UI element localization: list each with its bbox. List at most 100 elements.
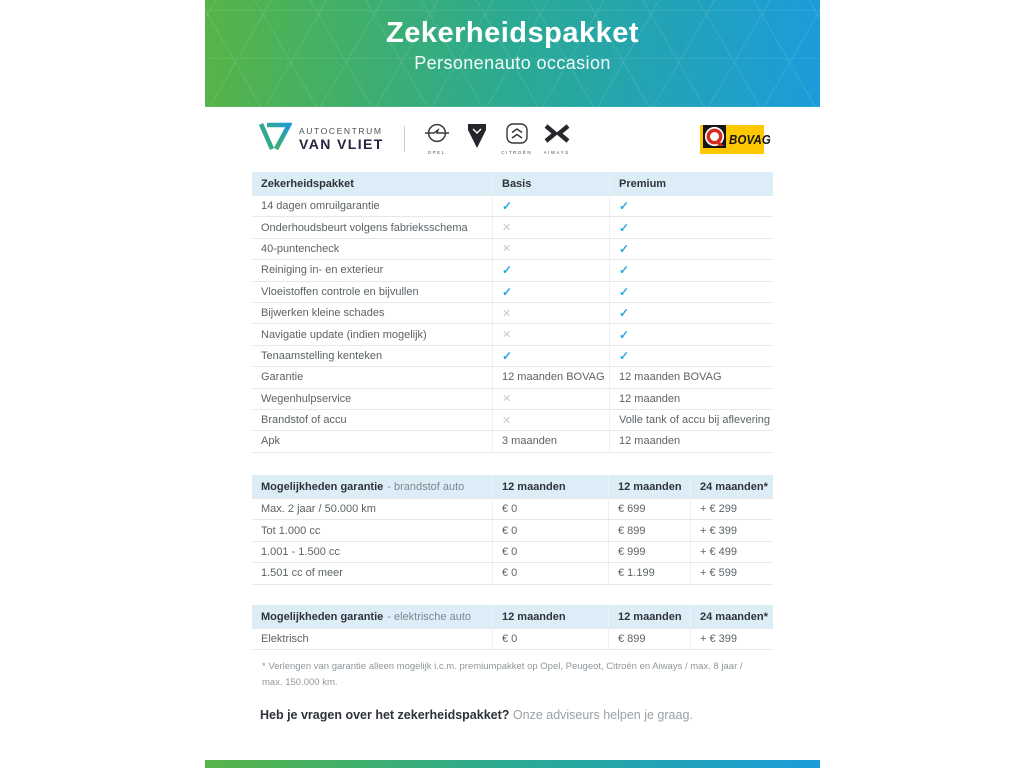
cell-value: 12 maanden BOVAG xyxy=(492,367,609,388)
cell-value: ✓ xyxy=(609,217,773,238)
table-row: 40-puntencheck ✕ ✓ xyxy=(252,238,773,261)
bovag-icon xyxy=(703,125,726,153)
check-icon: ✓ xyxy=(619,327,630,342)
table-row: 14 dagen omruilgarantie ✓ ✓ xyxy=(252,196,773,218)
section-subtitle: - elektrische auto xyxy=(387,610,472,623)
cross-icon: ✕ xyxy=(502,414,512,427)
cell-value: ✓ xyxy=(609,302,773,324)
cell-value: € 0 xyxy=(492,520,608,541)
cell-label: 14 dagen omruilgarantie xyxy=(261,200,380,213)
cell-value: € 0 xyxy=(492,541,608,563)
cell-value: 24 maanden* xyxy=(690,605,773,628)
table-row: 1.501 cc of meer € 0 € 1.199 + € 599 xyxy=(252,563,773,585)
cell-label: Garantie xyxy=(261,371,304,384)
table-row: Tot 1.000 cc € 0 € 899 + € 399 xyxy=(252,520,773,542)
cell-value: 12 maanden xyxy=(608,475,690,498)
cell-label: Navigatie update (indien mogelijk) xyxy=(261,328,427,341)
page-title: Zekerheidspakket xyxy=(385,17,639,49)
table-row: Wegenhulpservice ✕ 12 maanden xyxy=(252,388,773,410)
cell-label: Brandstof of accu xyxy=(261,414,347,427)
cell-value: ✓ xyxy=(609,345,773,367)
check-icon: ✓ xyxy=(619,284,630,299)
brand-opel: OPEL xyxy=(422,123,452,155)
cell-label: Reiniging in- en exterieur xyxy=(261,264,384,277)
dealer-name: AUTOCENTRUM VAN VLIET xyxy=(299,126,384,152)
check-icon: ✓ xyxy=(619,220,630,235)
section-title: Mogelijkheden garantie xyxy=(261,480,384,493)
check-icon: ✓ xyxy=(619,241,630,256)
aiways-caption: AIWAYS xyxy=(543,150,570,155)
cell-value: + € 499 xyxy=(690,541,773,563)
cell-value: € 0 xyxy=(492,499,608,520)
table-row: Apk 3 maanden 12 maanden xyxy=(252,431,773,453)
van-vliet-v7-icon xyxy=(258,121,293,157)
cell-value: Basis xyxy=(492,172,609,195)
section-subtitle: - brandstof auto xyxy=(387,480,465,493)
cell-value: ✕ xyxy=(492,238,609,260)
brand-peugeot xyxy=(462,123,492,155)
cell-value: € 999 xyxy=(608,541,690,563)
cell-label: Zekerheidspakket xyxy=(261,177,354,190)
header-banner: Zekerheidspakket Personenauto occasion xyxy=(205,0,820,107)
cell-value: ✕ xyxy=(492,324,609,345)
cell-value: ✓ xyxy=(609,196,773,217)
cell-value: 12 maanden xyxy=(608,605,690,628)
cell-value: 3 maanden xyxy=(492,431,609,452)
cell-value: + € 299 xyxy=(690,499,773,520)
brand-bar: AUTOCENTRUM VAN VLIET OPEL xyxy=(258,119,771,159)
cell-label: 1.001 - 1.500 cc xyxy=(261,545,340,558)
cross-icon: ✕ xyxy=(502,393,512,406)
package-comparison-table: Zekerheidspakket Basis Premium 14 dagen omr… xyxy=(252,172,773,453)
electric-car-warranty-table: Mogelijkheden garantie - elektrische auto… xyxy=(252,605,773,651)
citroen-icon xyxy=(505,123,529,149)
check-icon: ✓ xyxy=(619,199,630,214)
footnote: * Verlengen van garantie alleen mogelijk… xyxy=(262,661,743,688)
closing-question-rest: Onze adviseurs helpen je graag. xyxy=(509,708,693,722)
check-icon: ✓ xyxy=(502,284,513,299)
cell-label: Wegenhulpservice xyxy=(261,392,352,405)
table-row: Tenaamstelling kenteken ✓ ✓ xyxy=(252,345,773,368)
table-row: Max. 2 jaar / 50.000 km € 0 € 699 + € 299 xyxy=(252,499,773,521)
cell-value: 12 maanden xyxy=(492,475,608,498)
closing-question: Heb je vragen over het zekerheidspakket?… xyxy=(260,708,693,722)
cell-label: Tenaamstelling kenteken xyxy=(261,349,383,362)
table-row: Vloeistoffen controle en bijvullen ✓ ✓ xyxy=(252,281,773,303)
cell-value: 12 maanden BOVAG xyxy=(609,367,773,388)
cell-value: € 0 xyxy=(492,629,608,650)
cell-label: Onderhoudsbeurt volgens fabrieksschema xyxy=(261,221,468,234)
cell-label: Max. 2 jaar / 50.000 km xyxy=(261,503,376,516)
page-subtitle: Personenauto occasion xyxy=(414,53,611,73)
cell-label: Mogelijkheden garantie - brandstof auto xyxy=(252,475,492,498)
table-header-row: Mogelijkheden garantie - brandstof auto 12… xyxy=(252,475,773,499)
cell-label: Elektrisch xyxy=(261,633,309,646)
cross-icon: ✕ xyxy=(502,307,512,320)
cell-value: Volle tank of accu bij aflevering xyxy=(609,409,773,431)
check-icon: ✓ xyxy=(619,263,630,278)
cell-value: ✓ xyxy=(492,196,609,217)
dealer-logo: AUTOCENTRUM VAN VLIET xyxy=(258,121,384,157)
table-row: Reiniging in- en exterieur ✓ ✓ xyxy=(252,260,773,282)
table-row: Elektrisch € 0 € 899 + € 399 xyxy=(252,629,773,651)
cell-value: ✓ xyxy=(609,324,773,345)
check-icon: ✓ xyxy=(619,306,630,321)
cell-value: Premium xyxy=(609,172,773,195)
cell-value: 12 maanden xyxy=(609,388,773,409)
table-header-row: Zekerheidspakket Basis Premium xyxy=(252,172,773,196)
cell-value: ✓ xyxy=(492,345,609,367)
cell-label: Vloeistoffen controle en bijvullen xyxy=(261,285,419,298)
cell-label: Tot 1.000 cc xyxy=(261,524,321,537)
cell-value: 12 maanden xyxy=(492,605,608,628)
fuel-car-warranty-table: Mogelijkheden garantie - brandstof auto 12… xyxy=(252,475,773,585)
cross-icon: ✕ xyxy=(502,243,512,256)
closing-question-bold: Heb je vragen over het zekerheidspakket? xyxy=(260,708,510,722)
dealer-name-bottom: VAN VLIET xyxy=(299,135,384,152)
aiways-icon xyxy=(543,123,571,149)
cell-label: Apk xyxy=(261,435,280,448)
cell-value: ✕ xyxy=(492,302,609,324)
table-row: Navigatie update (indien mogelijk) ✕ ✓ xyxy=(252,324,773,346)
cell-value: + € 399 xyxy=(690,520,773,541)
cell-value: € 899 xyxy=(608,629,690,650)
cell-value: € 899 xyxy=(608,520,690,541)
table-row: Brandstof of accu ✕ Volle tank of accu bij… xyxy=(252,409,773,432)
